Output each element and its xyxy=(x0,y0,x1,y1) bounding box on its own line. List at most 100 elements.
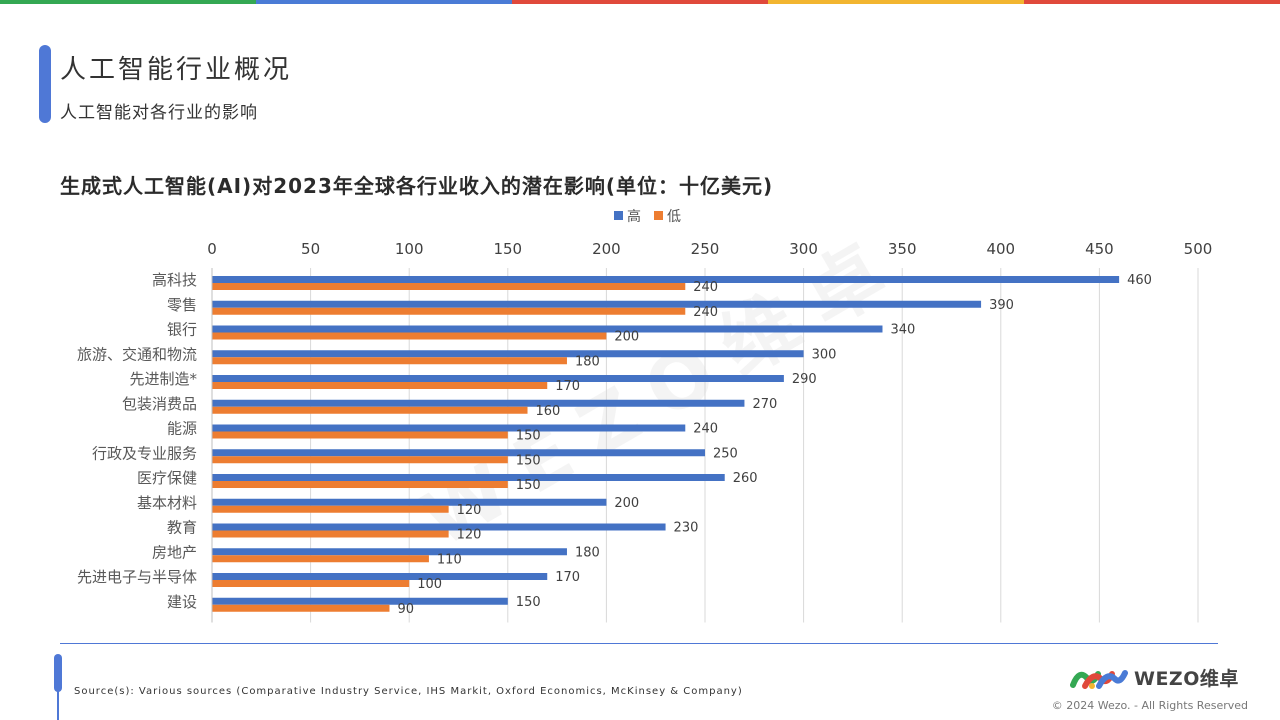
x-tick-label-400: 400 xyxy=(986,240,1015,258)
bar-low xyxy=(212,406,528,414)
category-label: 先进制造* xyxy=(129,370,197,388)
bar-low xyxy=(212,481,508,488)
bar-high xyxy=(212,523,666,531)
data-label-high: 250 xyxy=(713,446,738,461)
bar-low xyxy=(212,604,390,612)
footer-divider xyxy=(60,643,1218,644)
bar-high xyxy=(212,474,725,481)
bar-low xyxy=(212,332,607,340)
top-bar-segment-5 xyxy=(1024,0,1280,4)
header-accent-bar xyxy=(39,45,51,123)
data-label-low: 150 xyxy=(516,478,541,493)
data-label-high: 390 xyxy=(989,298,1014,313)
x-tick-label-300: 300 xyxy=(789,240,818,258)
source-note: Source(s): Various sources (Comparative … xyxy=(74,686,743,697)
top-bar-segment-1 xyxy=(0,0,256,4)
bar-low xyxy=(212,580,410,587)
category-label: 建设 xyxy=(167,593,197,611)
bar-high xyxy=(212,350,804,358)
data-label-high: 300 xyxy=(812,347,837,362)
data-label-high: 230 xyxy=(674,521,699,536)
data-label-low: 100 xyxy=(417,577,442,592)
bar-high xyxy=(212,300,982,308)
data-label-high: 180 xyxy=(575,545,600,560)
bar-low xyxy=(212,382,548,389)
data-label-high: 170 xyxy=(555,570,580,585)
category-label: 银行 xyxy=(167,321,197,339)
x-tick-label-50: 50 xyxy=(301,240,320,258)
bar-high xyxy=(212,449,705,457)
data-label-low: 170 xyxy=(555,379,580,394)
chart-title: 生成式人工智能(AI)对2023年全球各行业收入的潜在影响(单位：十亿美元) xyxy=(60,174,774,198)
bar-low xyxy=(212,530,449,538)
data-label-high: 150 xyxy=(516,595,541,610)
logo-mark-icon xyxy=(1070,669,1128,689)
legend-label-1: 高 xyxy=(627,208,641,225)
top-bar-segment-3 xyxy=(512,0,768,4)
data-label-high: 270 xyxy=(752,397,777,412)
data-label-low: 240 xyxy=(693,280,718,295)
bar-low xyxy=(212,456,508,464)
data-label-high: 340 xyxy=(890,323,915,338)
data-label-low: 180 xyxy=(575,354,600,369)
category-label: 零售 xyxy=(167,296,197,314)
data-label-low: 150 xyxy=(516,429,541,444)
bar-high xyxy=(212,276,1120,283)
bar-high xyxy=(212,424,686,432)
category-label: 高科技 xyxy=(152,271,197,289)
bar-high xyxy=(212,597,508,605)
bar-high xyxy=(212,399,745,407)
x-tick-label-0: 0 xyxy=(207,240,217,258)
bar-high xyxy=(212,325,883,333)
top-color-bar xyxy=(0,0,1280,4)
legend-label-2: 低 xyxy=(667,209,681,225)
bar-low xyxy=(212,307,686,315)
bar-low xyxy=(212,431,508,439)
category-label: 先进电子与半导体 xyxy=(77,568,197,586)
page-title: 人工智能行业概况 xyxy=(60,55,293,85)
category-label: 包装消费品 xyxy=(122,395,197,413)
data-label-high: 240 xyxy=(693,422,718,437)
x-tick-label-250: 250 xyxy=(691,240,720,258)
data-label-high: 290 xyxy=(792,372,817,387)
bar-high xyxy=(212,548,567,556)
bar-low xyxy=(212,357,567,365)
category-label: 房地产 xyxy=(152,543,197,561)
data-label-high: 460 xyxy=(1127,273,1152,288)
data-label-low: 240 xyxy=(693,305,718,320)
bar-chart: 高 低 0 50 100 150 200 250 300 350 400 450 500 高科技 460 24… xyxy=(77,208,1213,623)
data-label-high: 200 xyxy=(614,496,639,511)
bar-low xyxy=(212,505,449,513)
category-label: 基本材料 xyxy=(137,494,197,512)
bar-high xyxy=(212,498,607,506)
data-label-low: 160 xyxy=(536,404,561,419)
top-bar-segment-4 xyxy=(768,0,1024,4)
category-label: 旅游、交通和物流 xyxy=(77,345,197,363)
x-tick-label-350: 350 xyxy=(888,240,917,258)
x-tick-label-450: 450 xyxy=(1085,240,1114,258)
bar-low xyxy=(212,555,429,563)
data-label-low: 150 xyxy=(516,453,541,468)
footer-accent-bar xyxy=(54,654,62,692)
x-tick-label-150: 150 xyxy=(493,240,522,258)
x-tick-label-200: 200 xyxy=(592,240,621,258)
bar-high xyxy=(212,573,548,580)
top-bar-segment-2 xyxy=(256,0,512,4)
category-label: 能源 xyxy=(167,420,197,438)
category-label: 教育 xyxy=(167,519,197,537)
data-label-low: 120 xyxy=(457,528,482,543)
copyright-text: © 2024 Wezo. - All Rights Reserved xyxy=(1051,699,1248,712)
page-subtitle: 人工智能对各行业的影响 xyxy=(60,103,258,123)
x-tick-label-500: 500 xyxy=(1184,240,1213,258)
bar-low xyxy=(212,283,686,290)
bar-high xyxy=(212,375,784,382)
category-label: 医疗保健 xyxy=(137,469,197,487)
data-label-low: 110 xyxy=(437,552,462,567)
brand-logo: WEZO维卓 xyxy=(1070,664,1239,691)
x-tick-label-100: 100 xyxy=(395,240,424,258)
data-label-high: 260 xyxy=(733,471,758,486)
data-label-low: 90 xyxy=(397,602,414,617)
legend-swatch-2 xyxy=(654,211,663,220)
legend-swatch-1 xyxy=(614,211,623,220)
data-label-low: 120 xyxy=(457,503,482,518)
